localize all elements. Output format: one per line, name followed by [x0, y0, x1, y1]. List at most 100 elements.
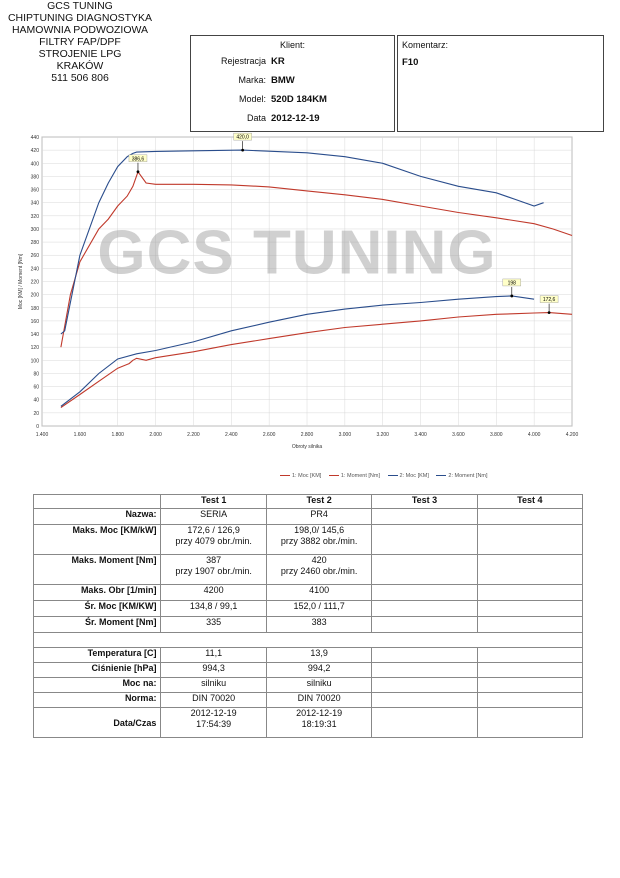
annotation-point	[510, 294, 514, 298]
cell: SERIA	[160, 508, 267, 525]
table-row: Nazwa: SERIA PR4	[32, 508, 584, 525]
watermark: GCS TUNING	[97, 219, 496, 288]
client-value: 520D 184KM	[271, 94, 327, 105]
legend-item: 2: Moment [Nm]	[436, 473, 488, 479]
y-tick-label: 240	[31, 266, 40, 272]
y-tick-label: 180	[31, 306, 40, 312]
y-tick-label: 100	[31, 358, 40, 364]
y-tick-label: 300	[31, 227, 40, 233]
company-info: GCS TUNING CHIPTUNING DIAGNOSTYKA HAMOWN…	[0, 0, 160, 84]
y-tick-label: 80	[33, 371, 39, 377]
row-label: Nazwa:	[32, 508, 162, 525]
table-row: Ciśnienie [hPa] 994,3 994,2	[32, 662, 584, 678]
table-row: Śr. Moment [Nm] 335 383	[32, 616, 584, 633]
table-row: Norma: DIN 70020 DIN 70020	[32, 692, 584, 708]
client-label: Data	[246, 113, 266, 123]
cell: silniku	[265, 677, 373, 693]
row-label: Data/Czas	[32, 707, 162, 738]
cell: 383	[265, 616, 373, 633]
table-header: Test 4	[476, 494, 584, 509]
y-tick-label: 60	[33, 385, 39, 391]
table-row: Data/Czas 2012-12-19 17:54:39 2012-12-19 1…	[32, 707, 584, 738]
table-spacer	[33, 632, 583, 648]
annotation-label: 386,6	[132, 156, 145, 162]
company-line: KRAKÓW	[56, 60, 104, 72]
x-tick-label: 2.400	[225, 432, 238, 438]
company-line: STROJENIE LPG	[38, 48, 122, 60]
client-value: BMW	[271, 75, 295, 86]
y-tick-label: 280	[31, 240, 40, 246]
table-row: Maks. Obr [1/min] 4200 4100	[32, 584, 584, 601]
cell: 335	[160, 616, 267, 633]
annotation-box	[233, 132, 252, 141]
y-axis-label: Moc [KM] / Moment [Nm]	[18, 253, 24, 309]
table-row: Temperatura [C] 11,1 13,9	[32, 647, 584, 663]
client-label: Model:	[238, 94, 266, 104]
y-tick-label: 200	[31, 293, 40, 299]
y-tick-label: 40	[33, 398, 39, 404]
y-tick-label: 0	[36, 424, 39, 430]
results-table: Test 1 Test 2 Test 3 Test 4 Nazwa: SERIA…	[32, 494, 584, 738]
table-row: Maks. Moc [KM/kW] 172,6 / 126,9 przy 4079…	[32, 524, 584, 555]
cell: 4200	[160, 584, 267, 601]
comment-box: Komentarz: F10	[397, 35, 604, 132]
row-label: Temperatura [C]	[32, 647, 162, 663]
annotation-box	[128, 154, 148, 163]
x-tick-label: 2.600	[263, 432, 276, 438]
cell: PR4	[265, 508, 373, 525]
client-value: 2012-12-19	[271, 113, 320, 124]
company-line: CHIPTUNING DIAGNOSTYKA	[7, 12, 153, 24]
y-tick-label: 120	[31, 345, 40, 351]
row-label: Śr. Moment [Nm]	[32, 616, 162, 633]
legend-item: 2: Moc [KM]	[387, 473, 429, 479]
series-line	[60, 312, 573, 409]
legend-item: 1: Moment [Nm]	[328, 473, 380, 479]
y-tick-label: 360	[31, 188, 40, 194]
client-value: KR	[271, 56, 285, 67]
client-row-make: Marka: BMW	[191, 75, 394, 89]
cell: 11,1	[160, 647, 267, 663]
cell: 420 przy 2460 obr./min.	[265, 554, 373, 585]
x-tick-label: 2.000	[149, 432, 162, 438]
cell: 13,9	[265, 647, 373, 663]
company-line: GCS TUNING	[47, 0, 113, 12]
y-tick-label: 320	[31, 214, 40, 220]
y-tick-label: 380	[31, 174, 40, 180]
legend-item: 1: Moc [KM]	[280, 473, 321, 479]
annotation-label: 420,0	[236, 135, 249, 141]
cell: DIN 70020	[160, 692, 267, 708]
x-tick-label: 1.600	[74, 432, 87, 438]
company-line: FILTRY FAP/DPF	[39, 36, 121, 48]
x-tick-label: 1.400	[36, 432, 49, 438]
cell: 152,0 / 111,7	[265, 600, 373, 617]
annotation-point	[136, 170, 140, 174]
y-tick-label: 220	[31, 280, 40, 286]
annotation-box	[539, 295, 559, 303]
y-tick-label: 340	[31, 201, 40, 207]
y-tick-label: 140	[31, 332, 40, 338]
cell: 994,3	[160, 662, 267, 678]
comment-value: F10	[402, 57, 419, 68]
row-label: Ciśnienie [hPa]	[32, 662, 162, 678]
y-tick-label: 160	[31, 319, 40, 325]
client-row-model: Model: 520D 184KM	[191, 94, 394, 108]
row-label: Maks. Moc [KM/kW]	[32, 524, 162, 555]
y-tick-label: 440	[31, 135, 40, 141]
series-line	[60, 149, 544, 335]
row-label: Maks. Obr [1/min]	[32, 584, 162, 601]
dyno-chart: 0 20 40 60 80 100 120 140 160 180 200 220 240 260 280 3…	[18, 132, 579, 450]
row-label: Moc na:	[32, 677, 162, 693]
y-tick-label: 400	[31, 161, 40, 167]
x-tick-label: 3.600	[452, 432, 465, 438]
x-tick-label: 3.200	[376, 432, 389, 438]
client-label: Rejestracja	[220, 56, 266, 66]
annotation-label: 198	[508, 280, 517, 286]
chart-legend: 1: Moc [KM] 1: Moment [Nm] 2: Moc [KM] 2…	[280, 473, 494, 479]
row-label: Norma:	[32, 692, 162, 708]
comment-caption: Komentarz:	[402, 40, 449, 50]
x-tick-label: 3.000	[339, 432, 352, 438]
x-tick-label: 4.200	[566, 432, 579, 438]
cell: silniku	[160, 677, 267, 693]
cell: 134,8 / 99,1	[160, 600, 267, 617]
client-row-date: Data 2012-12-19	[191, 113, 394, 127]
